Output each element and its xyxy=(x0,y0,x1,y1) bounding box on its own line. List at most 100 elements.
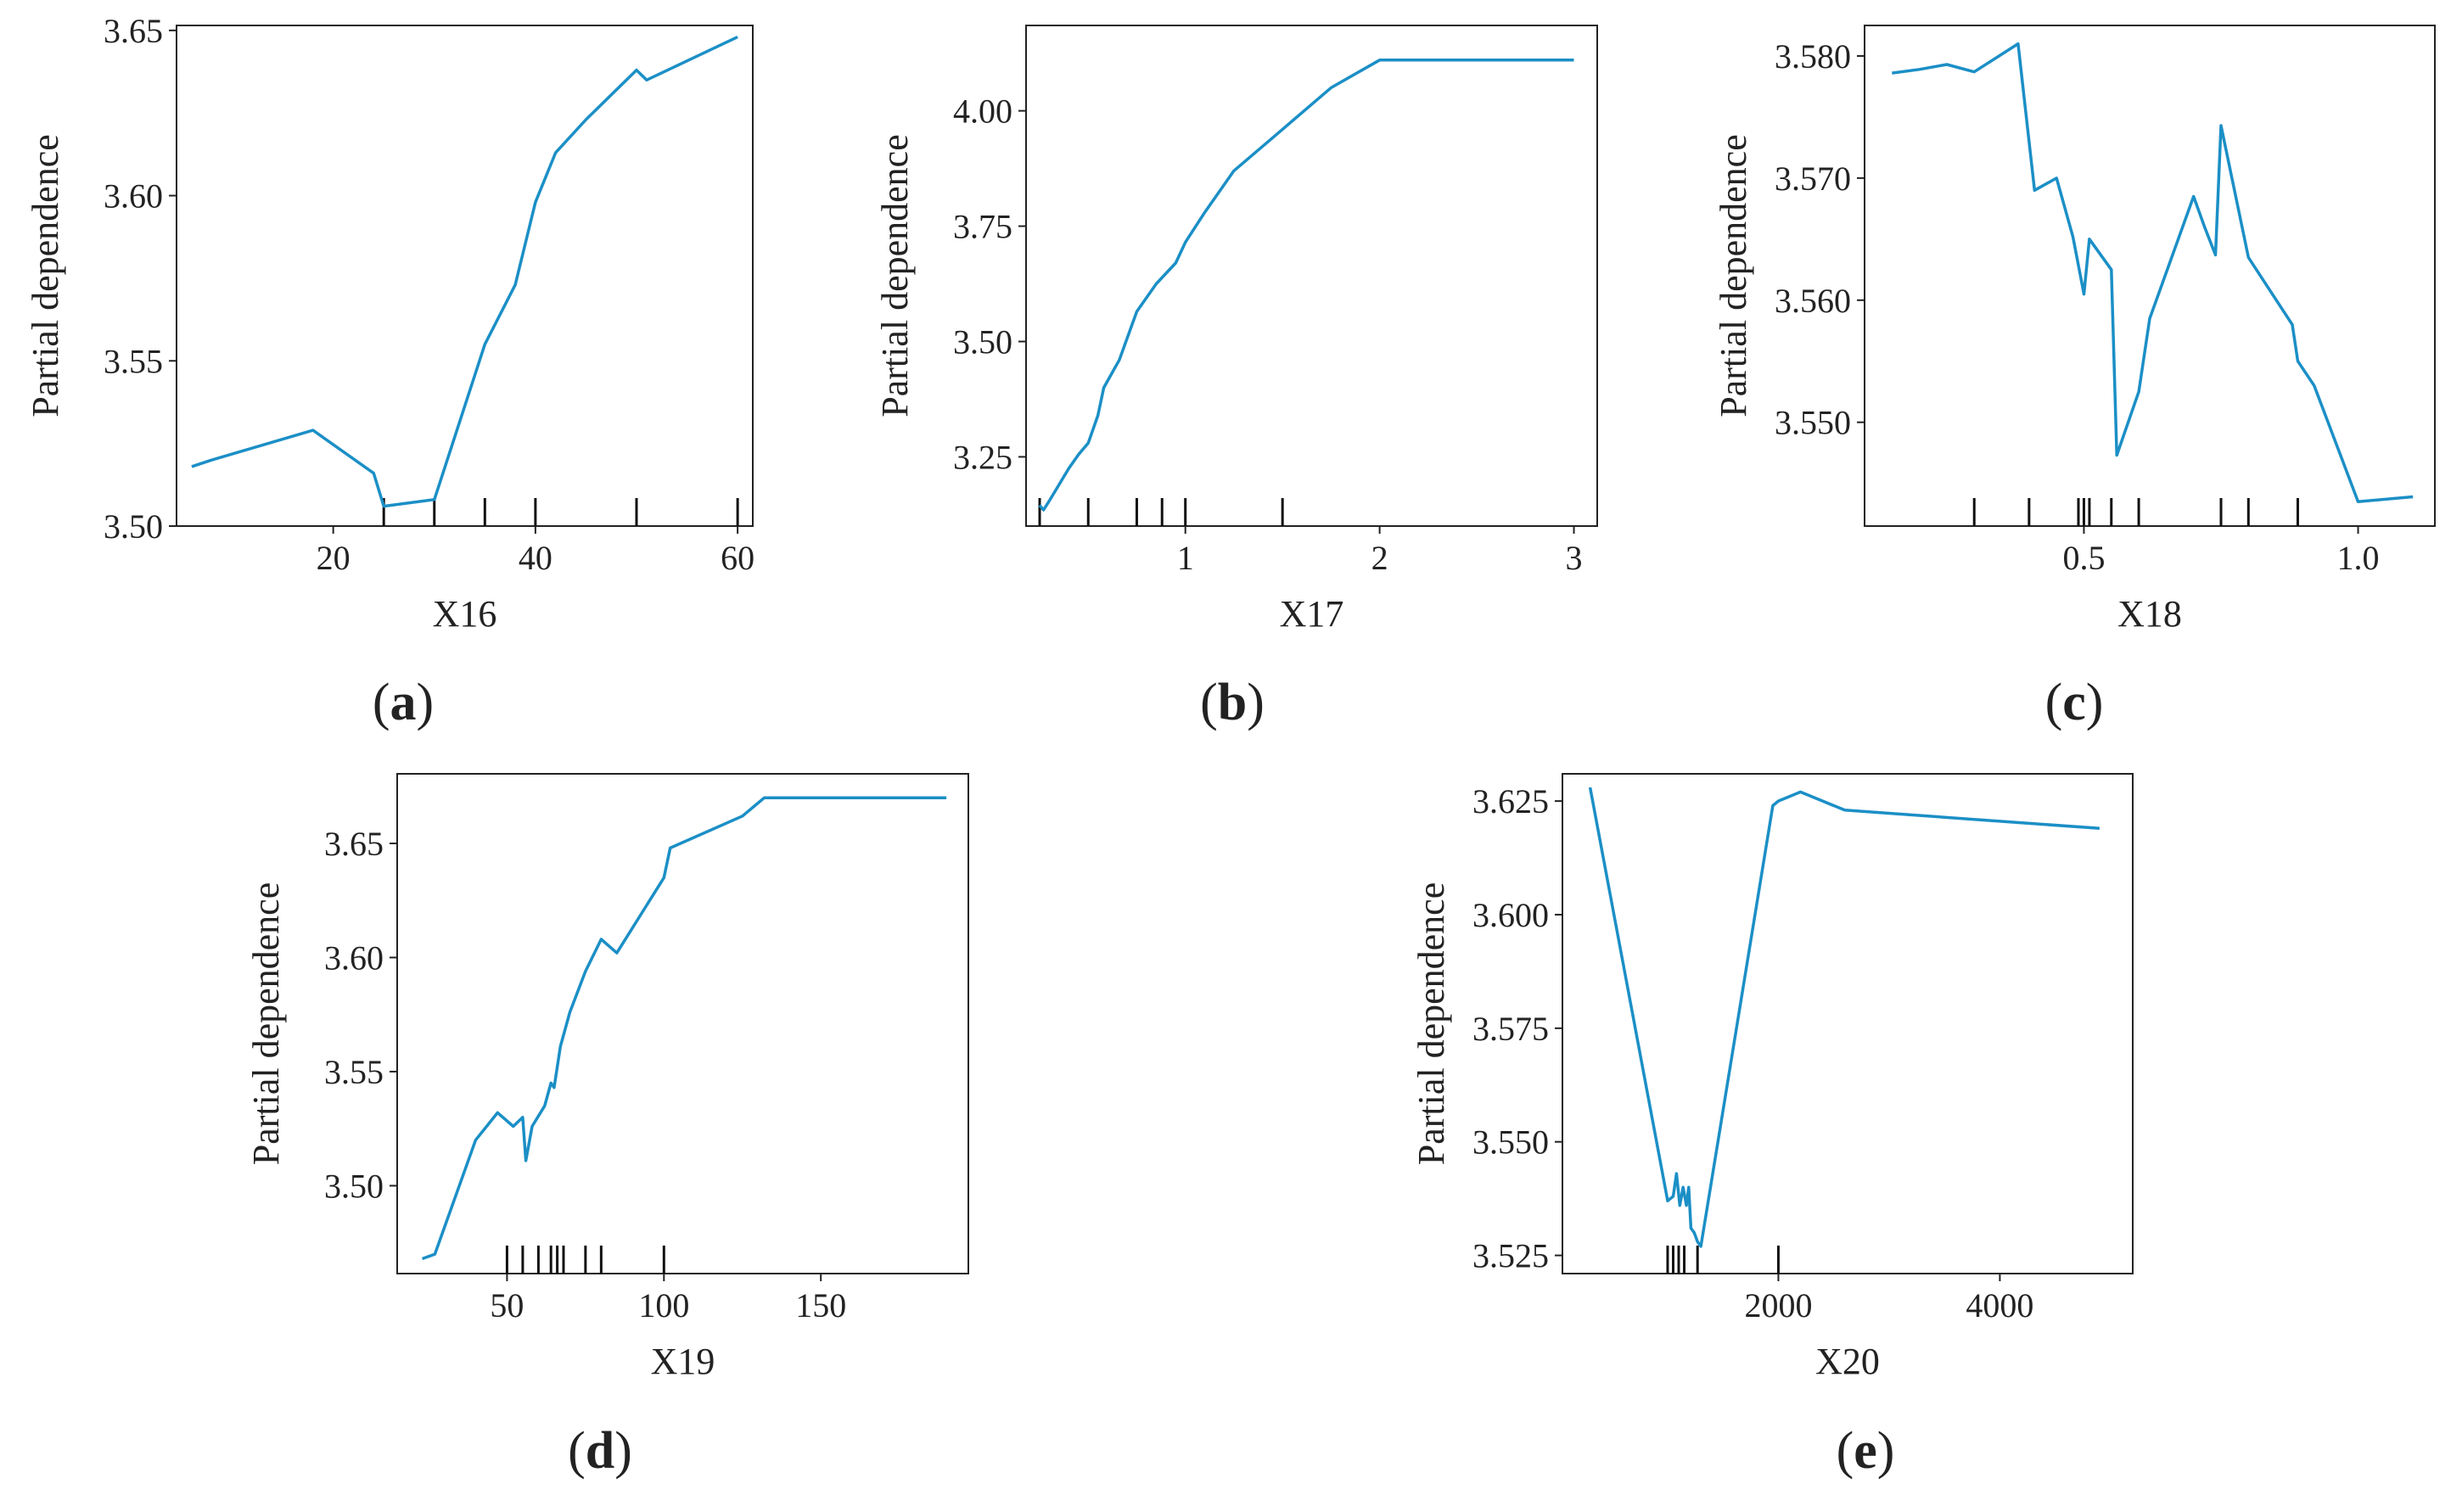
data-point xyxy=(550,1082,552,1084)
y-tick-label: 3.50 xyxy=(104,507,163,546)
y-tick-label: 4.00 xyxy=(953,92,1012,131)
data-point xyxy=(2016,42,2019,45)
x-tick-label: 100 xyxy=(638,1286,689,1324)
panel-caption: (a) xyxy=(373,674,434,731)
data-point xyxy=(1087,442,1090,445)
data-point xyxy=(737,36,739,38)
data-point xyxy=(1700,1245,1702,1247)
data-point xyxy=(2116,454,2118,456)
data-point xyxy=(1573,59,1575,61)
data-point xyxy=(1697,1240,1699,1243)
y-tick-label: 3.65 xyxy=(104,12,163,50)
x-tick-label: 2000 xyxy=(1744,1286,1812,1324)
plot-frame xyxy=(1025,25,1598,527)
x-tick-label: 40 xyxy=(519,539,552,577)
data-point xyxy=(2098,827,2100,830)
data-point xyxy=(2313,384,2315,387)
data-point xyxy=(763,797,766,799)
plot-frame xyxy=(1864,25,2436,527)
data-point xyxy=(1155,283,1158,285)
data-point xyxy=(1057,484,1060,486)
data-point xyxy=(1666,1200,1669,1202)
data-point xyxy=(1685,1204,1688,1207)
data-point xyxy=(741,815,743,817)
y-tick-label: 3.75 xyxy=(953,208,1012,246)
x-tick-label: 50 xyxy=(490,1286,524,1324)
x-axis-label: X19 xyxy=(651,1341,715,1382)
y-tick-label: 3.600 xyxy=(1472,896,1549,934)
data-point xyxy=(615,952,618,955)
data-point xyxy=(2149,317,2151,320)
x-tick-label: 0.5 xyxy=(2062,539,2105,577)
x-axis-label: X16 xyxy=(433,593,497,635)
data-point xyxy=(945,797,948,799)
partial-dependence-line xyxy=(191,36,738,508)
x-tick-label: 4000 xyxy=(1966,1286,2033,1324)
panel-caption: (c) xyxy=(2045,674,2104,731)
panel-caption: (d) xyxy=(568,1422,632,1480)
data-point xyxy=(2088,238,2090,240)
data-point xyxy=(484,343,486,345)
data-point xyxy=(2291,323,2294,326)
data-point xyxy=(1687,1186,1690,1189)
data-point xyxy=(1184,241,1186,244)
x-tick-label: 1.0 xyxy=(2337,539,2380,577)
y-axis-label: Partial dependence xyxy=(1411,882,1452,1166)
x-axis-label: X17 xyxy=(1280,593,1344,635)
data-point xyxy=(2072,235,2074,238)
data-point xyxy=(190,465,193,468)
data-point xyxy=(2192,195,2195,198)
x-axis-label: X20 xyxy=(1815,1341,1880,1382)
data-point xyxy=(311,429,314,432)
data-point xyxy=(1110,372,1113,375)
partial-dependence-line xyxy=(422,796,947,1261)
data-point xyxy=(1118,359,1120,361)
y-tick-label: 3.550 xyxy=(1775,404,1851,442)
x-tick-label: 2 xyxy=(1371,539,1388,577)
data-point xyxy=(2247,256,2250,259)
data-point xyxy=(552,1086,555,1089)
data-point xyxy=(383,505,385,507)
y-axis-label: Partial dependence xyxy=(1713,134,1754,417)
data-point xyxy=(1282,128,1284,131)
data-point xyxy=(559,1045,562,1048)
data-point xyxy=(1378,59,1381,61)
data-point xyxy=(2214,254,2217,256)
data-point xyxy=(521,1116,524,1118)
data-point xyxy=(1048,500,1051,502)
data-point xyxy=(2203,226,2206,228)
data-point xyxy=(2220,125,2223,127)
x-tick-label: 150 xyxy=(795,1286,846,1324)
y-tick-label: 3.25 xyxy=(953,438,1012,476)
partial-dependence-line xyxy=(1038,59,1574,512)
data-point xyxy=(2110,268,2112,271)
data-point xyxy=(1136,311,1138,313)
data-point xyxy=(1843,809,1846,811)
panel-a-x16: 3.50 3.55 3.60 3.65 20 40 60 X16 Partial depende… xyxy=(25,12,754,731)
y-tick-label: 3.550 xyxy=(1472,1123,1549,1162)
y-tick-label: 3.55 xyxy=(104,342,163,380)
y-tick-label: 3.525 xyxy=(1472,1237,1549,1275)
y-tick-label: 3.580 xyxy=(1775,37,1851,76)
panel-caption: (b) xyxy=(1200,674,1265,731)
data-point xyxy=(2083,293,2085,295)
y-tick-label: 3.55 xyxy=(324,1053,384,1091)
x-tick-label: 1 xyxy=(1177,539,1194,577)
plot-frame xyxy=(176,25,754,527)
panel-b-x17: 3.25 3.50 3.75 4.00 1 2 3 X17 Partial dependence… xyxy=(874,25,1598,731)
data-point xyxy=(2033,189,2036,192)
data-point xyxy=(1693,1231,1696,1234)
y-axis-label: Partial dependence xyxy=(25,134,66,417)
data-point xyxy=(496,1112,499,1114)
data-point xyxy=(1679,1204,1681,1207)
data-point xyxy=(1682,1186,1685,1189)
partial-dependence-line xyxy=(1588,787,2100,1248)
data-point xyxy=(534,201,536,204)
data-point xyxy=(543,1105,546,1107)
data-point xyxy=(554,151,557,154)
panel-caption: (e) xyxy=(1837,1422,1895,1480)
y-tick-label: 3.65 xyxy=(324,825,384,863)
data-point xyxy=(1203,211,1206,214)
panel-c-x18: 3.550 3.560 3.570 3.580 0.5 1.0 X18 Partial dep… xyxy=(1713,25,2436,731)
data-point xyxy=(1810,795,1813,798)
